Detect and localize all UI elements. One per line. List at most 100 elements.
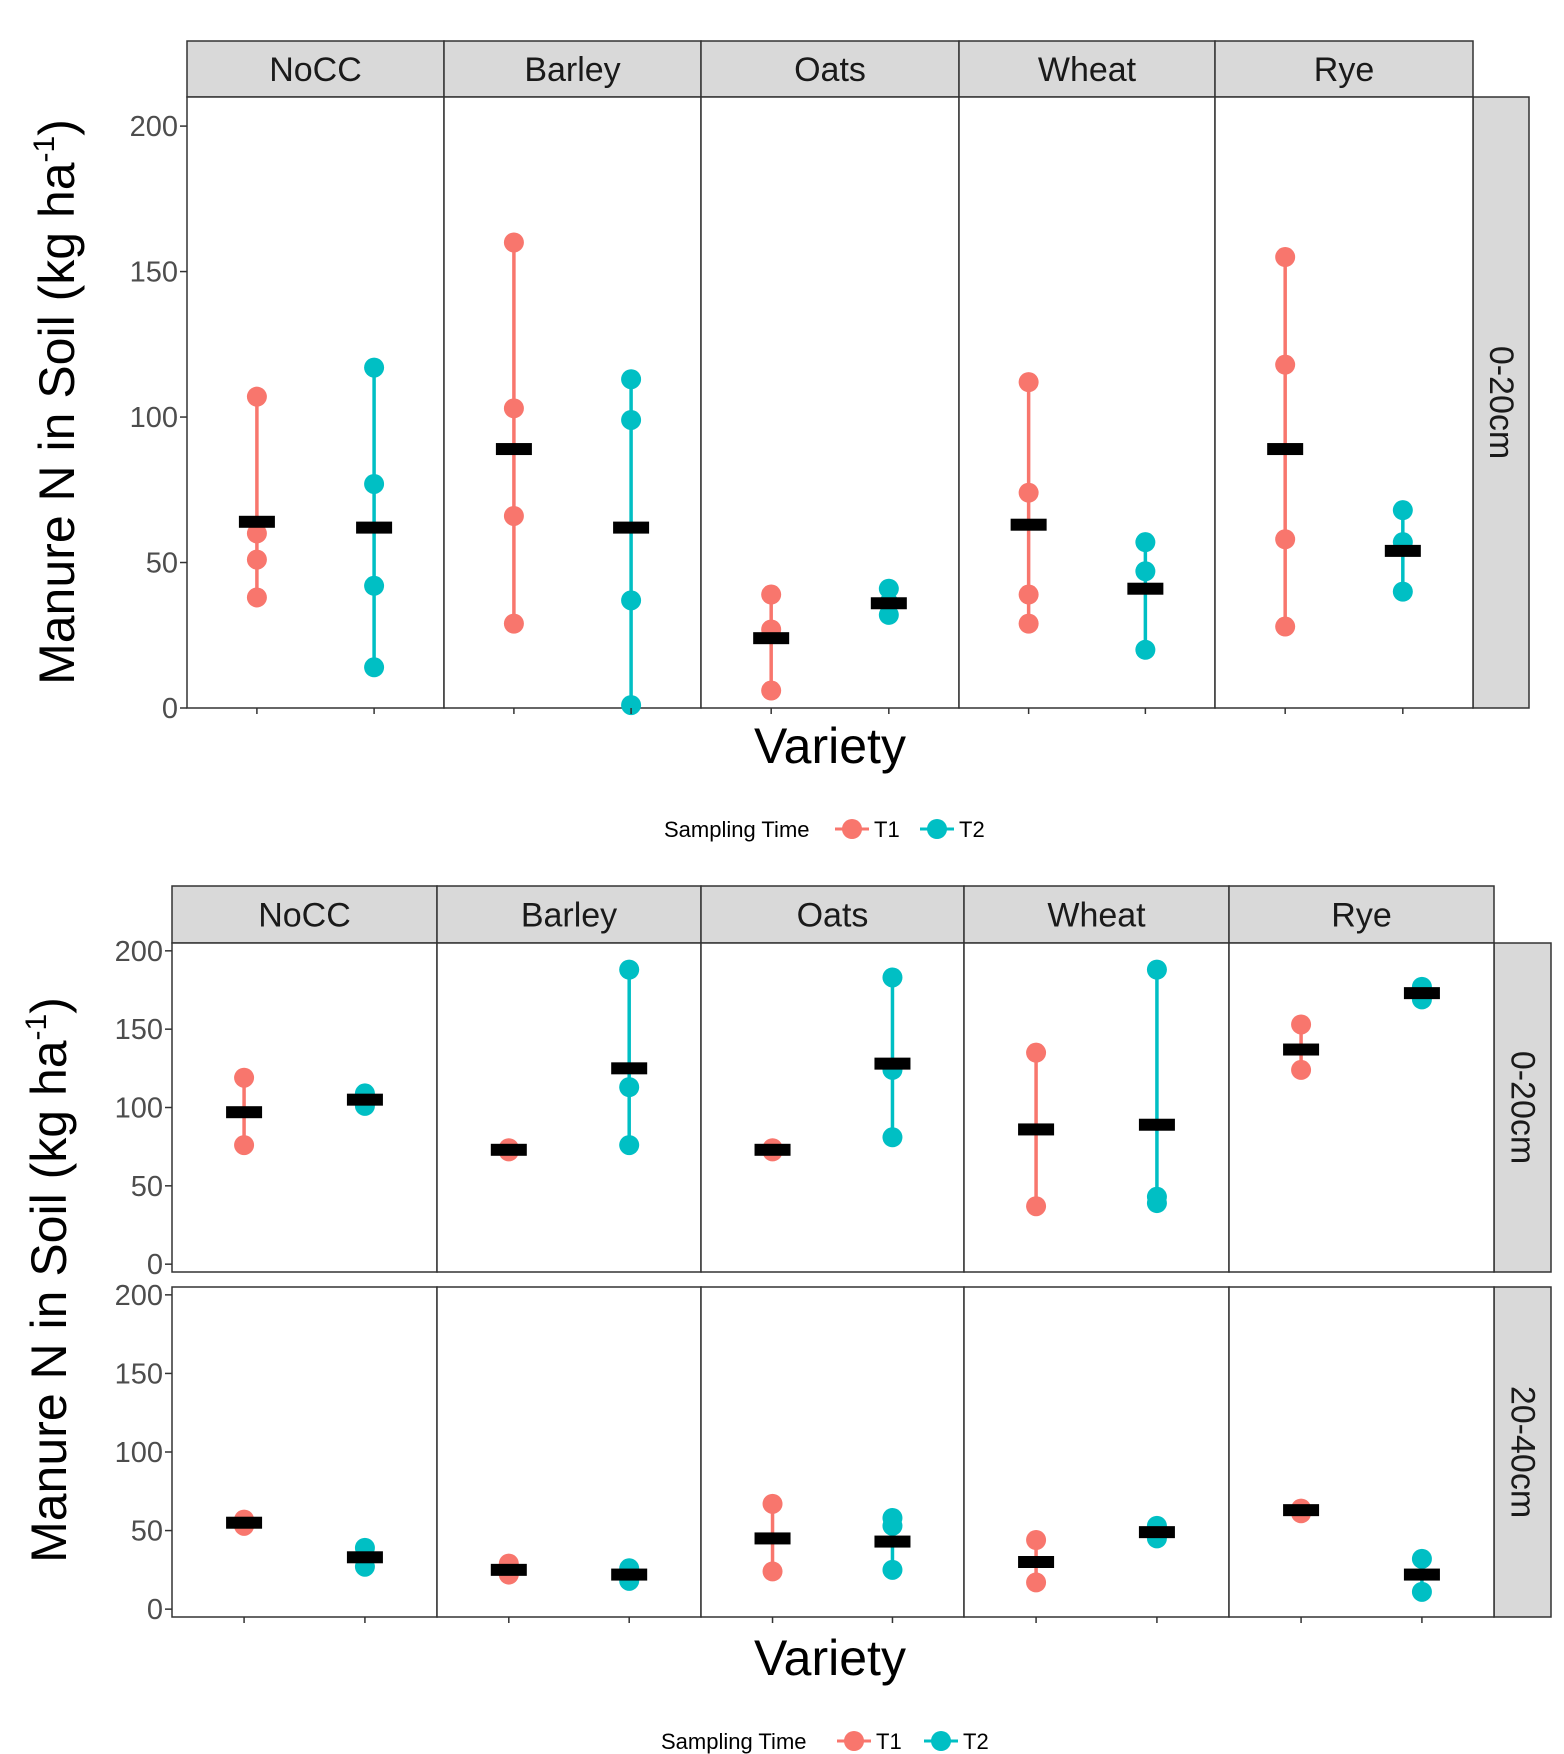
chart-2-point-1-T2-2 — [619, 1135, 640, 1156]
chart-1-point-4-T2-0 — [1392, 500, 1413, 521]
chart-2-strip-3 — [963, 885, 1230, 944]
chart-2-x-axis-title: Variety — [754, 1630, 906, 1686]
chart-2-mean-bar-1-T1 — [490, 1143, 527, 1156]
chart-1-legend-key-dot-T1 — [842, 819, 862, 839]
chart-2-point-4-T1-0 — [1291, 1014, 1312, 1035]
chart-2-y-axis-title-main: Manure N in Soil (kg ha — [21, 1040, 77, 1563]
chart-1-point-0-T1-3 — [246, 587, 267, 608]
chart-2-mean-bar-6-T2 — [611, 1568, 648, 1581]
chart-2-point-8-T1-0 — [1026, 1530, 1047, 1550]
chart-2-row-strip-label-0: 0-20cm — [1504, 1051, 1542, 1164]
chart-1-strip-2 — [700, 40, 960, 98]
chart-1-panel-frame-r0-c4 — [1214, 96, 1474, 709]
chart-2-y-axis-title-sup: -1 — [20, 1014, 53, 1041]
chart-1-mean-bar-1-T1 — [495, 443, 532, 456]
chart-2-mean-bar-9-T2 — [1403, 1568, 1440, 1581]
chart-1-point-2-T1-2 — [761, 680, 782, 701]
chart-1-mean-bar-4-T2 — [1384, 544, 1421, 557]
chart-2-panel-frame-r0-c1 — [436, 942, 702, 1273]
chart-1-point-4-T2-2 — [1392, 581, 1413, 602]
chart-2-point-1-T2-1 — [619, 1077, 640, 1098]
chart-1-y-axis-title: Manure N in Soil (kg ha-1) — [28, 119, 85, 685]
chart-1-y-axis-title-main: Manure N in Soil (kg ha — [29, 162, 85, 685]
chart-1-point-1-T1-1 — [503, 398, 524, 419]
chart-2-panel-frame-r0-c2 — [700, 942, 965, 1273]
chart-2-point-3-T1-1 — [1026, 1196, 1047, 1217]
chart-2-mean-bar-4-T2 — [1403, 987, 1440, 1000]
chart-2-legend-label-T2: T2 — [963, 1729, 989, 1754]
chart-1-ytick-label-r0-2: 100 — [130, 402, 178, 434]
chart-1-row-strip-0 — [1472, 96, 1530, 709]
chart-1-point-2-T2-0 — [878, 578, 899, 599]
chart-2-panel-frame-r0-c4 — [1228, 942, 1495, 1273]
chart-1-row-strip-label-0: 0-20cm — [1482, 346, 1520, 459]
chart-2-point-4-T1-1 — [1291, 1059, 1312, 1080]
chart-1-point-0-T1-2 — [246, 549, 267, 570]
chart-2-mean-bar-6-T1 — [490, 1563, 527, 1576]
chart-1-point-0-T2-0 — [364, 357, 385, 378]
chart-1-point-0-T1-0 — [246, 386, 267, 407]
chart-2-ytick-label-r0-1: 50 — [131, 1171, 163, 1203]
chart-2-ytick-label-r1-3: 150 — [115, 1358, 163, 1390]
chart-2-panel-frame-r0-c3 — [963, 942, 1230, 1273]
chart-2-legend-label-T1: T1 — [876, 1729, 902, 1754]
chart-1-mean-bar-3-T2 — [1127, 582, 1164, 595]
chart-2-strip-label-0: NoCC — [258, 897, 351, 935]
chart-2-row-strip-1 — [1493, 1286, 1552, 1618]
chart-1-strip-label-3: Wheat — [1038, 51, 1137, 89]
chart-2-row-strip-0 — [1493, 942, 1552, 1273]
chart-1-point-0-T1-1 — [246, 523, 267, 544]
chart-1-point-3-T2-2 — [1135, 639, 1156, 660]
chart-1-x-axis-title: Variety — [754, 718, 906, 774]
chart-2-point-7-T1-1 — [762, 1561, 783, 1582]
chart-1-strip-label-0: NoCC — [269, 51, 362, 89]
chart-2-ytick-label-r1-2: 100 — [115, 1437, 163, 1469]
chart-2-panel-frame-r0-c0 — [171, 942, 438, 1273]
chart-1-strip-label-1: Barley — [524, 51, 620, 89]
chart-2-ytick-label-r1-1: 50 — [131, 1516, 163, 1548]
chart-1-point-3-T2-1 — [1135, 561, 1156, 582]
chart-1-ytick-label-r0-3: 150 — [130, 257, 178, 289]
chart-1-point-3-T1-3 — [1018, 613, 1039, 634]
chart-1-y-axis-title-end: ) — [29, 119, 85, 136]
chart-2-point-7-T2-1 — [882, 1515, 903, 1536]
chart-2-ytick-label-r0-3: 150 — [115, 1014, 163, 1046]
chart-2-panel-frame-r1-c4 — [1228, 1286, 1495, 1618]
chart-1-mean-bar-0-T2 — [356, 521, 393, 534]
chart-1-point-4-T1-3 — [1275, 616, 1296, 637]
chart-2-panel-frame-r1-c2 — [700, 1286, 965, 1618]
chart-1-strip-label-4: Rye — [1314, 51, 1374, 89]
chart-2-mean-bar-0-T2 — [346, 1093, 383, 1106]
chart-2-ytick-label-r0-0: 0 — [147, 1249, 163, 1281]
chart-2-mean-bar-4-T1 — [1283, 1043, 1320, 1056]
chart-2-strip-4 — [1228, 885, 1495, 944]
chart-2-point-7-T1-0 — [762, 1493, 783, 1514]
chart-2-mean-bar-2-T2 — [874, 1057, 911, 1070]
chart-1-point-1-T2-1 — [621, 409, 642, 430]
chart-2-mean-bar-7-T1 — [754, 1532, 791, 1545]
chart-1-point-1-T1-0 — [503, 232, 524, 253]
chart-1-legend-title: Sampling Time — [664, 817, 810, 842]
chart-1-strip-0 — [186, 40, 445, 98]
chart-1-panel-frame-r0-c1 — [443, 96, 702, 709]
chart-2-panel-frame-r1-c3 — [963, 1286, 1230, 1618]
chart-1-point-1-T1-3 — [503, 613, 524, 634]
chart-2-mean-bar-7-T2 — [874, 1535, 911, 1548]
chart-2-mean-bar-5-T2 — [346, 1551, 383, 1564]
chart-2-point-3-T1-0 — [1026, 1042, 1047, 1063]
chart-2-mean-bar-1-T2 — [611, 1062, 648, 1075]
chart-2-point-2-T2-0 — [882, 967, 903, 988]
chart-1-mean-bar-0-T1 — [238, 515, 275, 528]
chart-1-panel-frame-r0-c3 — [958, 96, 1216, 709]
chart-1-legend-label-T2: T2 — [959, 817, 985, 842]
chart-2-legend-key-dot-T1 — [844, 1731, 864, 1751]
chart-2-strip-label-3: Wheat — [1047, 897, 1146, 935]
chart-2-point-9-T2-1 — [1411, 1581, 1432, 1602]
chart-1-panel-frame-r0-c0 — [186, 96, 445, 709]
chart-1-point-3-T2-0 — [1135, 532, 1156, 553]
chart-2-mean-bar-3-T1 — [1018, 1123, 1055, 1136]
chart-1-point-2-T1-0 — [761, 584, 782, 605]
chart-2-point-9-T2-0 — [1411, 1548, 1432, 1569]
chart-2-mean-bar-2-T1 — [754, 1143, 791, 1156]
chart-2-legend-title: Sampling Time — [661, 1729, 807, 1754]
